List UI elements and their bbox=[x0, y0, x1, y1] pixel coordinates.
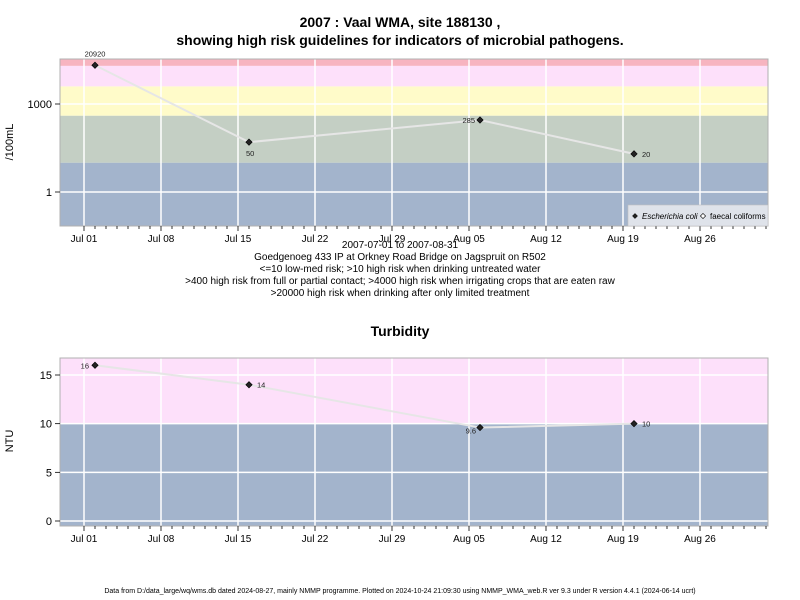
micro-xtick-label-5: Aug 05 bbox=[453, 234, 485, 245]
turb-ytick-label-3: 15 bbox=[40, 370, 52, 382]
turbidity-title: Turbidity bbox=[370, 323, 430, 339]
micro-xtick-label-3: Jul 22 bbox=[302, 234, 329, 245]
turb-point-2 bbox=[476, 423, 484, 432]
turb-point-0 bbox=[91, 361, 99, 369]
legend-box bbox=[627, 204, 769, 227]
footer-note: Data from D:/data_large/wq/wms.db dated … bbox=[104, 588, 696, 595]
turb-xtick-label-6: Aug 12 bbox=[530, 534, 562, 545]
turb-xtick-label-0: Jul 01 bbox=[71, 534, 98, 545]
turb-point-1 bbox=[245, 381, 253, 389]
turb-data-label-0: 16 bbox=[81, 361, 89, 370]
micro-data-label-2: 285 bbox=[462, 116, 475, 125]
turb-xtick-label-3: Jul 22 bbox=[302, 534, 329, 545]
micro-band-4 bbox=[60, 59, 768, 66]
turb-series-line-0 bbox=[94, 364, 635, 429]
micro-point-0 bbox=[91, 61, 99, 69]
chart-title-line2: showing high risk guidelines for indicat… bbox=[176, 32, 624, 48]
turb-ytick-label-0: 0 bbox=[46, 516, 52, 528]
turb-ytick-label-2: 10 bbox=[40, 419, 52, 431]
micro-series-line-0 bbox=[94, 64, 635, 155]
turb-xtick-label-7: Aug 19 bbox=[607, 534, 639, 545]
micro-point-3 bbox=[630, 150, 638, 158]
turb-xtick-label-5: Aug 05 bbox=[453, 534, 485, 545]
guideline-note-2: >400 high risk from full or partial cont… bbox=[185, 276, 615, 287]
micro-xtick-label-7: Aug 19 bbox=[607, 234, 639, 245]
legend-marker-faecal bbox=[699, 212, 707, 220]
micro-xtick-label-6: Aug 12 bbox=[530, 234, 562, 245]
date-range-label: 2007-07-01 to 2007-08-31 bbox=[341, 240, 459, 251]
micro-xtick-label-0: Jul 01 bbox=[71, 234, 98, 245]
micro-xtick-label-4: Jul 29 bbox=[379, 234, 406, 245]
turb-data-label-2: 9.6 bbox=[466, 427, 476, 436]
turb-point-3 bbox=[630, 420, 638, 428]
micro-ylabel: /100mL bbox=[4, 124, 16, 161]
micro-ytick-label-1: 1000 bbox=[28, 99, 52, 111]
micro-data-label-0: 20920 bbox=[85, 49, 106, 58]
legend-label-ecoli: Escherichia coli bbox=[642, 212, 698, 221]
legend-label-faecal: faecal coliforms bbox=[710, 212, 766, 221]
micro-point-1 bbox=[245, 138, 253, 146]
turb-xtick-label-8: Aug 26 bbox=[684, 534, 716, 545]
turb-data-label-1: 14 bbox=[257, 381, 265, 390]
turb-xtick-label-1: Jul 08 bbox=[148, 534, 175, 545]
chart-title-line1: 2007 : Vaal WMA, site 188130 , bbox=[299, 14, 501, 30]
micro-band-1 bbox=[60, 115, 768, 163]
micro-xtick-label-1: Jul 08 bbox=[148, 234, 175, 245]
guideline-note-1: <=10 low-med risk; >10 high risk when dr… bbox=[259, 264, 541, 275]
micro-ytick-label-0: 1 bbox=[46, 187, 52, 199]
turb-ytick-label-1: 5 bbox=[46, 467, 52, 479]
turb-ylabel: NTU bbox=[4, 430, 16, 453]
legend-marker-ecoli bbox=[632, 213, 638, 219]
micro-xtick-label-2: Jul 15 bbox=[225, 234, 252, 245]
turb-xtick-label-4: Jul 29 bbox=[379, 534, 406, 545]
micro-xtick-label-8: Aug 26 bbox=[684, 234, 716, 245]
micro-data-label-3: 20 bbox=[642, 150, 650, 159]
site-description: Goedgenoeg 433 IP at Orkney Road Bridge … bbox=[254, 252, 546, 263]
micro-band-3 bbox=[60, 65, 768, 87]
micro-point-2 bbox=[476, 116, 484, 124]
turb-data-label-3: 10 bbox=[642, 420, 650, 429]
turb-xtick-label-2: Jul 15 bbox=[225, 534, 252, 545]
micro-band-2 bbox=[60, 86, 768, 116]
micro-data-label-1: 50 bbox=[246, 149, 254, 158]
turb-band-1 bbox=[60, 358, 768, 424]
guideline-note-3: >20000 high risk when drinking after onl… bbox=[270, 288, 530, 299]
turb-band-0 bbox=[60, 423, 768, 526]
